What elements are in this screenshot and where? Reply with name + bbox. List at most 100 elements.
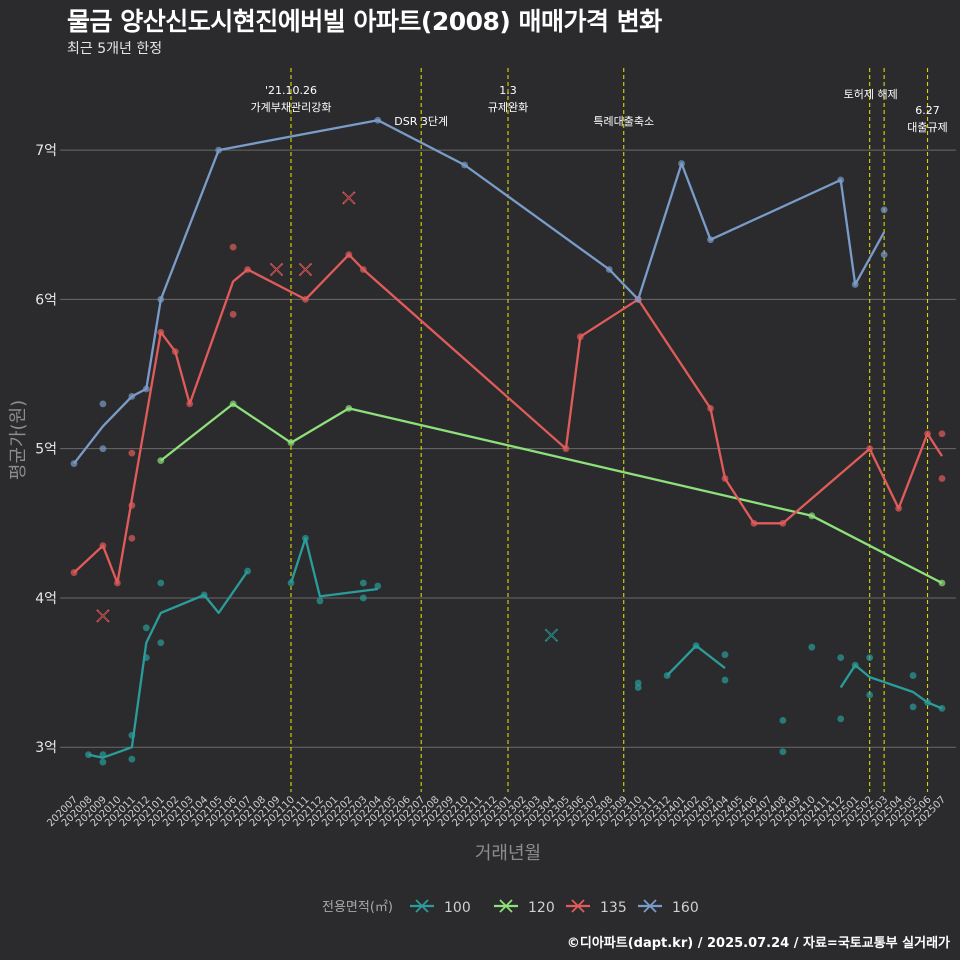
- series-100-point-3: [128, 731, 136, 739]
- annotation-202207-0: DSR 3단계: [394, 115, 448, 128]
- series-135-point-24: [924, 430, 931, 438]
- series-100-point-6: [142, 654, 150, 662]
- series-120-point-1: [229, 400, 237, 408]
- legend-marker-160: [643, 899, 657, 913]
- series-100-point-9: [200, 591, 208, 599]
- series-160-point-16: [880, 251, 888, 258]
- series-160-point-4: [142, 385, 150, 393]
- series-135-point-23: [895, 504, 902, 512]
- series-100-point-2: [99, 758, 107, 766]
- series-160-point-3: [128, 393, 136, 400]
- series-160-point-1: [99, 400, 107, 408]
- series-100-point-21: [721, 651, 729, 659]
- series-100-point-15: [359, 594, 367, 602]
- series-135-point-25: [938, 430, 946, 438]
- series-100-point-27: [837, 715, 845, 723]
- series-135-point-5: [128, 534, 136, 542]
- legend-label-135: 135: [600, 900, 627, 916]
- series-160-line-0: [73, 119, 886, 465]
- series-135-line-0: [73, 253, 943, 585]
- series-100-point-18: [634, 684, 642, 691]
- series-135-point-18: [707, 404, 714, 412]
- source-caption: ©디아파트(dapt.kr) / 2025.07.24 / 자료=국토교통부 실…: [566, 936, 950, 951]
- y-tick-label-1: 4억: [35, 591, 57, 607]
- series-100-point-22: [721, 676, 729, 684]
- series-100-point-5: [142, 624, 150, 632]
- series-100-point-30: [866, 691, 874, 699]
- series-100-point-8: [157, 639, 165, 647]
- series-135-point-11: [244, 266, 252, 273]
- series-135-point-4: [128, 501, 136, 509]
- y-tick-label-4: 7억: [35, 143, 57, 159]
- series-160-point-13: [837, 176, 845, 184]
- annotation-202506-1: 대출규제: [907, 121, 947, 134]
- annotation-202502-0: 토허제 해제: [844, 87, 898, 101]
- legend: 전용면적(㎡) 100 120 135 160: [322, 899, 699, 916]
- series-135-point-1: [99, 542, 107, 550]
- series-100-point-23: [779, 716, 787, 724]
- series-100-point-24: [779, 748, 787, 756]
- series-160-point-6: [215, 146, 223, 154]
- series-135-point-26: [938, 475, 946, 482]
- series-160-point-14: [851, 281, 859, 288]
- series-100-point-4: [128, 755, 136, 763]
- series-100-point-31: [909, 672, 917, 679]
- annotation-202506-0: 6.27: [915, 104, 940, 117]
- series-100-point-28: [851, 661, 859, 669]
- series-135-point-0: [70, 569, 78, 576]
- series-120-point-3: [345, 404, 353, 412]
- series-160-point-10: [634, 295, 642, 303]
- series-135-point-3: [128, 449, 136, 457]
- series-120-point-0: [157, 457, 165, 465]
- series-100-point-1: [99, 751, 107, 759]
- series-100-point-10: [244, 567, 252, 575]
- legend-label-120: 120: [528, 900, 555, 916]
- annotation-202110-1: 가계부채관리강화: [251, 101, 332, 114]
- series-135-point-8: [186, 400, 194, 408]
- chart-subtitle: 최근 5개년 한정: [67, 41, 163, 57]
- series-135-point-20: [750, 519, 758, 527]
- series-100-point-13: [316, 597, 324, 605]
- series-135-point-7: [171, 348, 179, 356]
- legend-marker-120: [499, 899, 513, 913]
- series-100-line-1: [289, 537, 378, 598]
- series-135-point-13: [345, 251, 353, 258]
- series-100-point-12: [302, 534, 309, 542]
- series-100-point-16: [374, 582, 382, 590]
- series-100-line-0: [88, 570, 249, 759]
- y-tick-label-3: 6억: [35, 292, 57, 308]
- annotation-202301-1: 규제완화: [488, 101, 528, 114]
- series-160-point-11: [678, 160, 685, 167]
- series-135-point-14: [359, 266, 367, 273]
- annotation-202110-0: '21.10.26: [265, 84, 317, 97]
- series-160-point-9: [605, 266, 613, 273]
- series-135-point-21: [779, 519, 787, 527]
- annotation-202309-0: 특례대출축소: [593, 115, 654, 128]
- series-135-point-19: [721, 475, 729, 482]
- series-160-point-2: [99, 445, 107, 453]
- y-tick-label-2: 5억: [35, 442, 57, 458]
- y-tick-label-0: 3억: [35, 740, 57, 756]
- series-160-point-5: [157, 295, 165, 303]
- legend-marker-100: [415, 899, 429, 913]
- series-135-point-15: [562, 445, 570, 453]
- series-100-point-26: [837, 654, 845, 662]
- series-120-point-4: [808, 512, 816, 520]
- series-100-point-7: [157, 579, 165, 587]
- series-135-point-22: [866, 445, 874, 453]
- y-axis-title: 평균가(원): [8, 400, 29, 480]
- series-120-line-0: [160, 402, 943, 585]
- legend-title: 전용면적(㎡): [322, 900, 393, 915]
- series-100-point-29: [866, 654, 874, 662]
- series-160-point-15: [880, 206, 888, 214]
- x-axis: 2020072020082020092020102020112020122021…: [45, 794, 948, 829]
- series-135-point-2: [114, 579, 121, 587]
- series-160-point-7: [374, 116, 382, 124]
- series-100-point-25: [808, 643, 816, 651]
- series-160-point-0: [70, 460, 78, 467]
- chart-title: 물금 양산신도시현진에버빌 아파트(2008) 매매가격 변화: [67, 7, 662, 36]
- series-100-point-34: [938, 705, 946, 712]
- series-100-point-19: [663, 672, 671, 679]
